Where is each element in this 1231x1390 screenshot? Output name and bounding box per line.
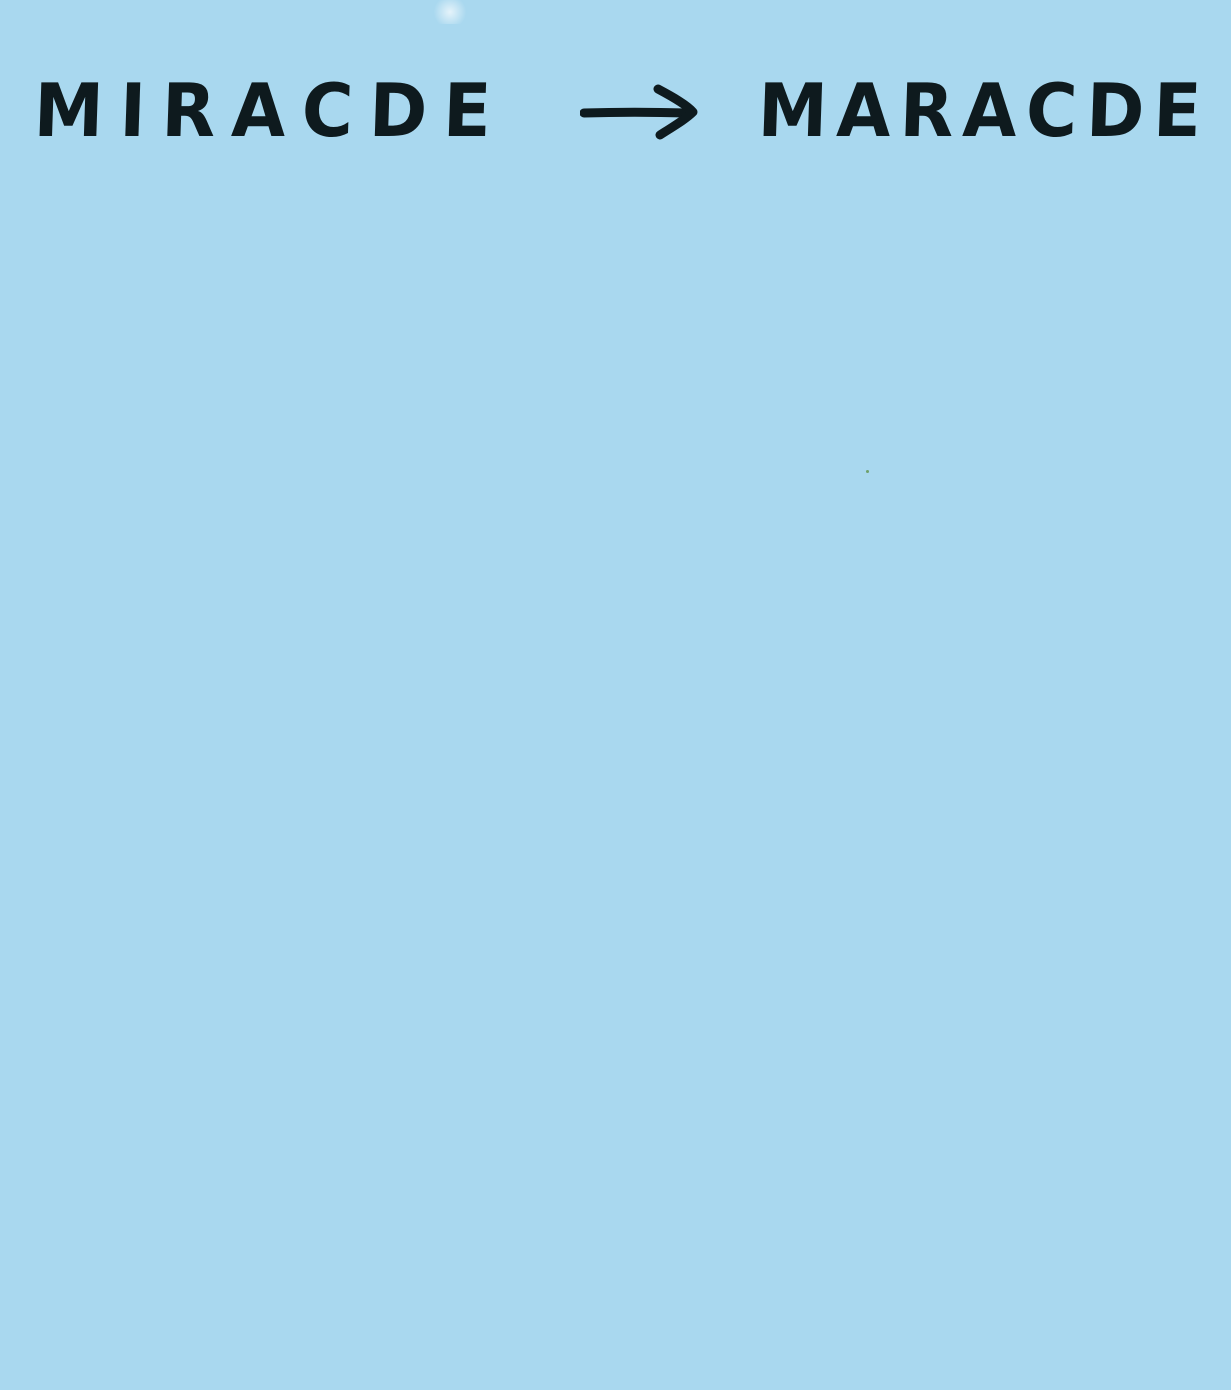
paper-mark (430, 0, 470, 24)
original-word: MIRACDE (32, 67, 509, 155)
transformed-word: MARACDE (756, 67, 1212, 155)
handwritten-transformation: MIRACDE MARACDE (32, 66, 1212, 156)
paper-speck (866, 470, 869, 473)
right-arrow-icon (580, 84, 698, 140)
